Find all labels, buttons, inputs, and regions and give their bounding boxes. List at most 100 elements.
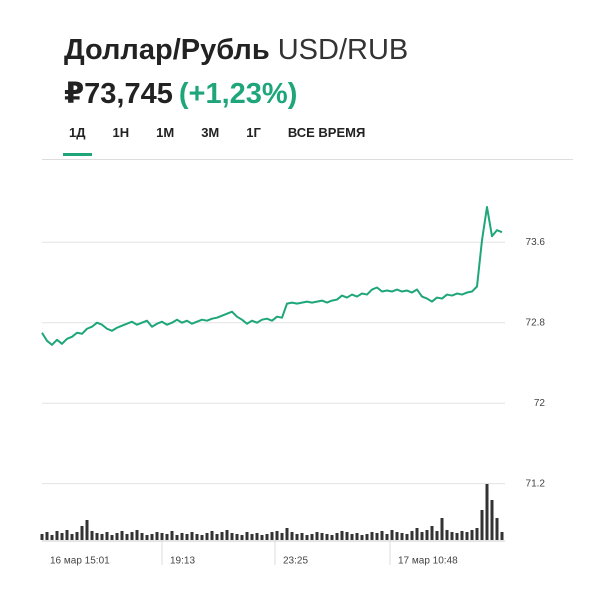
volume-bar xyxy=(65,530,69,540)
volume-bar xyxy=(450,532,454,540)
volume-bar xyxy=(50,535,54,540)
x-tick-label: 17 мар 10:48 xyxy=(398,556,458,567)
volume-bar xyxy=(175,535,179,540)
volume-bar xyxy=(325,534,329,540)
volume-bar xyxy=(150,534,154,540)
volume-bar xyxy=(195,534,199,540)
volume-bar xyxy=(315,532,319,540)
volume-bar xyxy=(295,534,299,540)
tab[interactable]: 1Г xyxy=(246,125,261,140)
volume-bar xyxy=(470,530,474,540)
y-tick-label: 72.8 xyxy=(526,317,546,328)
volume-bar xyxy=(480,510,484,540)
volume-bar xyxy=(355,533,359,540)
volume-bar xyxy=(220,532,224,540)
x-tick-label: 16 мар 15:01 xyxy=(50,556,110,567)
volume-bar xyxy=(120,531,124,540)
volume-bar xyxy=(365,534,369,540)
volume-bar xyxy=(260,535,264,540)
tab[interactable]: 1М xyxy=(156,125,175,140)
volume-bar xyxy=(335,533,339,540)
volume-bar xyxy=(200,535,204,540)
volume-bar xyxy=(380,531,384,540)
price: ₽73,745 xyxy=(64,78,173,110)
tab[interactable]: 1Д xyxy=(63,125,92,156)
separator xyxy=(42,159,573,160)
volume-bar xyxy=(180,533,184,540)
volume-bar xyxy=(60,533,64,540)
volume-bar xyxy=(145,535,149,540)
volume-bar xyxy=(110,535,114,540)
volume-bar xyxy=(280,533,284,540)
volume-bar xyxy=(90,531,94,540)
volume-bar xyxy=(275,531,279,540)
volume-bar xyxy=(290,532,294,540)
volume-bar xyxy=(155,532,159,540)
volume-bar xyxy=(320,533,324,540)
volume-bar xyxy=(375,533,379,540)
volume-bar xyxy=(330,535,334,540)
volume-bar xyxy=(45,532,49,540)
volume-bar xyxy=(390,530,394,540)
volume-bar xyxy=(345,532,349,540)
y-tick-label: 73.6 xyxy=(526,237,546,248)
y-tick-label: 71.2 xyxy=(526,478,546,489)
volume-bar xyxy=(55,531,59,540)
volume-bar xyxy=(40,534,44,540)
volume-bar xyxy=(385,534,389,540)
volume-bar xyxy=(495,518,499,540)
tab[interactable]: 3М xyxy=(201,125,220,140)
volume-bar xyxy=(215,534,219,540)
volume-bar xyxy=(460,531,464,540)
volume-bar xyxy=(455,533,459,540)
volume-bar xyxy=(285,528,289,540)
volume-bar xyxy=(160,533,164,540)
volume-bar xyxy=(310,534,314,540)
title: Доллар/Рубль xyxy=(64,34,270,66)
volume-bar xyxy=(250,534,254,540)
tabs: 1Д 1Н 1М 3М 1Г ВСЕ ВРЕМЯ xyxy=(63,125,386,156)
volume-bar xyxy=(165,534,169,540)
volume-bar xyxy=(305,535,309,540)
volume-bar xyxy=(70,534,74,540)
volume-bar xyxy=(430,526,434,540)
volume-bar xyxy=(100,534,104,540)
tab[interactable]: ВСЕ ВРЕМЯ xyxy=(287,125,366,140)
price-row: ₽73,745 (+1,23%) xyxy=(64,76,297,111)
volume-bar xyxy=(185,534,189,540)
volume-bar xyxy=(485,484,489,540)
volume-bar xyxy=(255,533,259,540)
volume-bar xyxy=(360,535,364,540)
volume-bar xyxy=(240,535,244,540)
volume-bar xyxy=(425,530,429,540)
volume-bar xyxy=(230,533,234,540)
volume-bar xyxy=(105,532,109,540)
volume-bar xyxy=(440,518,444,540)
volume-bar xyxy=(435,531,439,540)
volume-bar xyxy=(350,534,354,540)
volume-bar xyxy=(225,530,229,540)
volume-bar xyxy=(135,530,139,540)
volume-bar xyxy=(475,528,479,540)
volume-bar xyxy=(130,532,134,540)
volume-bar xyxy=(245,532,249,540)
volume-bar xyxy=(140,533,144,540)
x-tick-label: 23:25 xyxy=(283,556,308,567)
volume-bar xyxy=(500,532,504,540)
volume-bar xyxy=(420,532,424,540)
y-tick-label: 72 xyxy=(534,398,546,409)
volume-bar xyxy=(265,534,269,540)
tab[interactable]: 1Н xyxy=(112,125,130,140)
volume-bar xyxy=(445,530,449,540)
volume-bar xyxy=(340,531,344,540)
volume-bar xyxy=(415,528,419,540)
volume-bar xyxy=(370,532,374,540)
volume-bar xyxy=(400,533,404,540)
volume-bar xyxy=(465,532,469,540)
volume-bar xyxy=(115,533,119,540)
x-tick-label: 19:13 xyxy=(170,556,195,567)
volume-bar xyxy=(270,532,274,540)
volume-bar xyxy=(410,531,414,540)
volume-bar xyxy=(80,526,84,540)
